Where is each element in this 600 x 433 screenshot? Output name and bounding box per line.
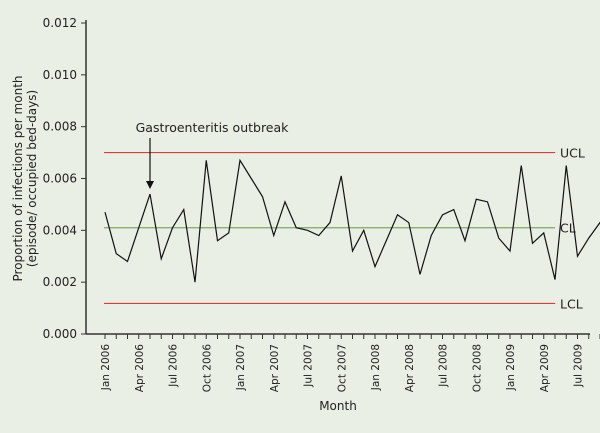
control-line-label: LCL	[560, 296, 583, 311]
x-tick-label: Jan 2008	[370, 344, 382, 391]
arrow-head-icon	[146, 181, 154, 190]
x-tick-label: Jul 2006	[168, 344, 180, 388]
x-tick-label: Jul 2009	[573, 344, 585, 388]
y-axis-label: (episode/ occupied bed-days)	[25, 90, 39, 267]
y-axis-label: Proportion of infections per month	[11, 75, 25, 281]
x-tick-label: Apr 2007	[269, 344, 281, 392]
x-tick-label: Apr 2006	[134, 344, 146, 393]
x-tick-label: Apr 2009	[539, 344, 551, 392]
series-line	[104, 158, 600, 283]
control-line-label: UCL	[560, 146, 585, 161]
y-tick-label: 0.004	[43, 223, 77, 237]
y-tick-label: 0.002	[43, 275, 77, 289]
x-tick-label: Jan 2009	[505, 344, 517, 391]
y-tick-label: 0.010	[43, 68, 77, 82]
y-tick-label: 0.008	[43, 120, 77, 134]
x-tick-label: Jan 2006	[100, 344, 112, 392]
x-tick-label: Apr 2008	[404, 344, 416, 392]
control-line-label: CL	[560, 221, 576, 236]
annotation-label: Gastroenteritis outbreak	[136, 120, 290, 135]
y-tick-label: 0.012	[43, 16, 77, 30]
x-tick-label: Oct 2007	[336, 344, 348, 392]
x-tick-label: Jul 2007	[303, 344, 315, 388]
x-axis-label: Month	[319, 399, 357, 413]
x-tick-label: Jul 2008	[438, 344, 450, 388]
x-tick-label: Oct 2008	[471, 344, 483, 392]
x-tick-label: Jan 2007	[235, 344, 247, 391]
x-tick-label: Oct 2006	[201, 344, 213, 393]
y-tick-label: 0.000	[43, 327, 77, 341]
y-tick-label: 0.006	[43, 172, 77, 186]
